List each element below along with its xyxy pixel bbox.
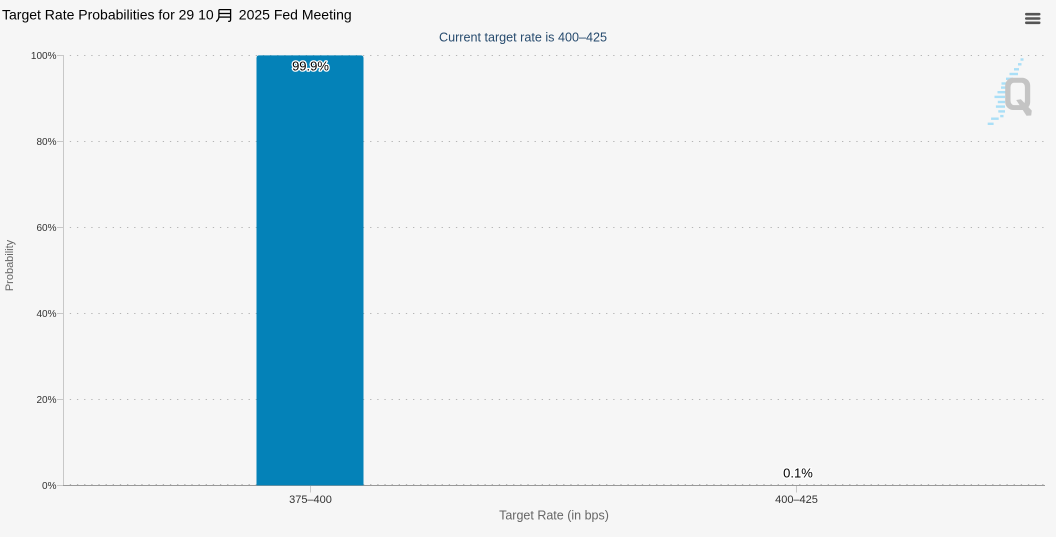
svg-text:60%: 60% xyxy=(36,223,56,234)
svg-text:40%: 40% xyxy=(36,309,56,320)
svg-text:99.9%: 99.9% xyxy=(292,59,329,74)
svg-text:Current target rate is 400–425: Current target rate is 400–425 xyxy=(439,31,607,45)
svg-text:0.1%: 0.1% xyxy=(783,466,813,481)
svg-text:2025 Fed Meeting: 2025 Fed Meeting xyxy=(239,7,352,23)
svg-text:375–400: 375–400 xyxy=(289,494,332,506)
svg-text:Target Rate (in bps): Target Rate (in bps) xyxy=(499,509,609,523)
svg-text:100%: 100% xyxy=(31,51,57,62)
svg-text:80%: 80% xyxy=(36,137,56,148)
svg-text:20%: 20% xyxy=(36,395,56,406)
svg-text:Probability: Probability xyxy=(4,239,16,291)
svg-text:400–425: 400–425 xyxy=(775,494,818,506)
svg-text:Target Rate Probabilities for: Target Rate Probabilities for 29 10 xyxy=(2,7,214,23)
svg-text:0%: 0% xyxy=(42,481,57,492)
